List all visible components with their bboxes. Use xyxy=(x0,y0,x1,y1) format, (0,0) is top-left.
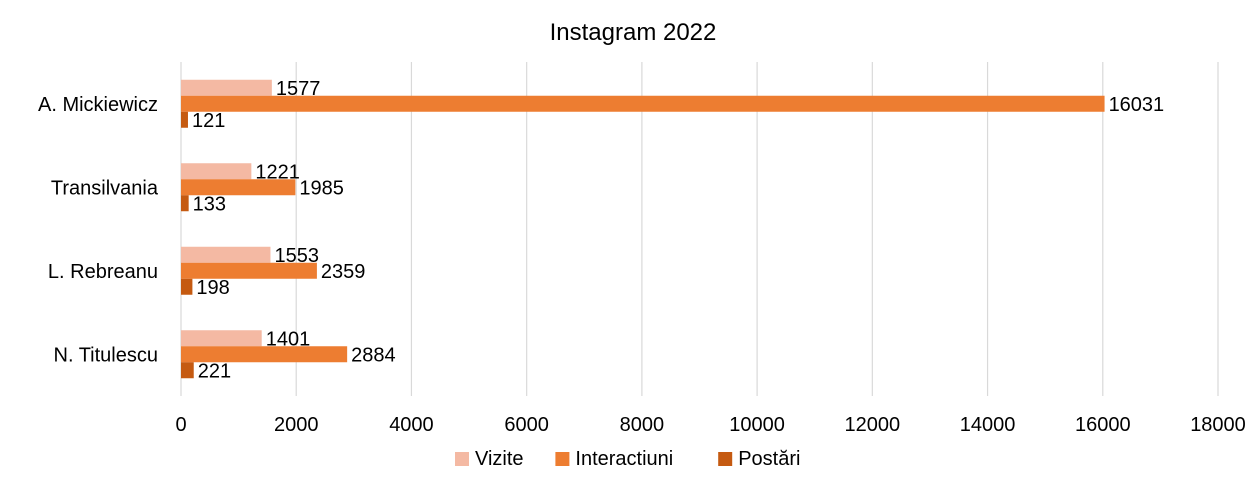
bars xyxy=(181,79,1105,379)
y-axis-category-labels: A. Mickiewicz Transilvania L. Rebreanu N. T… xyxy=(38,94,159,367)
bar xyxy=(181,278,193,295)
bar xyxy=(181,330,262,347)
bar xyxy=(181,163,252,180)
x-tick-label: 8000 xyxy=(620,414,665,436)
data-label: 133 xyxy=(193,193,226,215)
data-label: 1553 xyxy=(274,245,319,267)
data-label: 16031 xyxy=(1109,94,1165,116)
x-tick-label: 4000 xyxy=(389,414,434,436)
bar xyxy=(181,262,317,279)
data-label: 198 xyxy=(196,277,229,299)
y-category-label: Transilvania xyxy=(51,177,159,199)
legend-swatch xyxy=(555,452,570,466)
legend-swatch xyxy=(718,452,733,466)
bar xyxy=(181,95,1105,112)
y-category-label: L. Rebreanu xyxy=(48,261,158,283)
x-tick-label: 0 xyxy=(175,414,186,436)
x-tick-label: 12000 xyxy=(845,414,901,436)
bar xyxy=(181,195,189,212)
x-tick-label: 14000 xyxy=(960,414,1016,436)
data-label: 1985 xyxy=(299,177,344,199)
bar xyxy=(181,346,348,363)
x-tick-label: 2000 xyxy=(274,414,319,436)
bar xyxy=(181,179,296,196)
bar xyxy=(181,79,272,96)
chart-title: Instagram 2022 xyxy=(550,19,717,46)
legend-label: Vizite xyxy=(475,448,524,470)
gridlines xyxy=(180,62,1219,396)
legend: Vizite Interactiuni Postări xyxy=(455,448,800,470)
data-label: 1221 xyxy=(255,161,300,183)
bar xyxy=(181,111,188,128)
legend-label: Interactiuni xyxy=(575,448,673,470)
y-category-label: N. Titulescu xyxy=(54,344,158,366)
x-tick-label: 6000 xyxy=(504,414,549,436)
y-category-label: A. Mickiewicz xyxy=(38,94,158,116)
bar xyxy=(181,246,271,263)
legend-label: Postări xyxy=(738,448,800,470)
x-tick-label: 10000 xyxy=(729,414,785,436)
bar xyxy=(181,362,194,379)
data-label: 121 xyxy=(192,110,225,132)
data-label: 2359 xyxy=(321,261,366,283)
legend-swatch xyxy=(455,452,469,466)
x-tick-label: 18000 xyxy=(1190,414,1246,436)
data-label: 2884 xyxy=(351,344,396,366)
x-axis-tick-labels: 0 2000 4000 6000 8000 10000 12000 14000 16000 180… xyxy=(175,414,1245,436)
data-label: 1577 xyxy=(276,78,321,100)
data-label: 221 xyxy=(198,360,231,382)
x-tick-label: 16000 xyxy=(1075,414,1131,436)
data-label: 1401 xyxy=(266,328,311,350)
